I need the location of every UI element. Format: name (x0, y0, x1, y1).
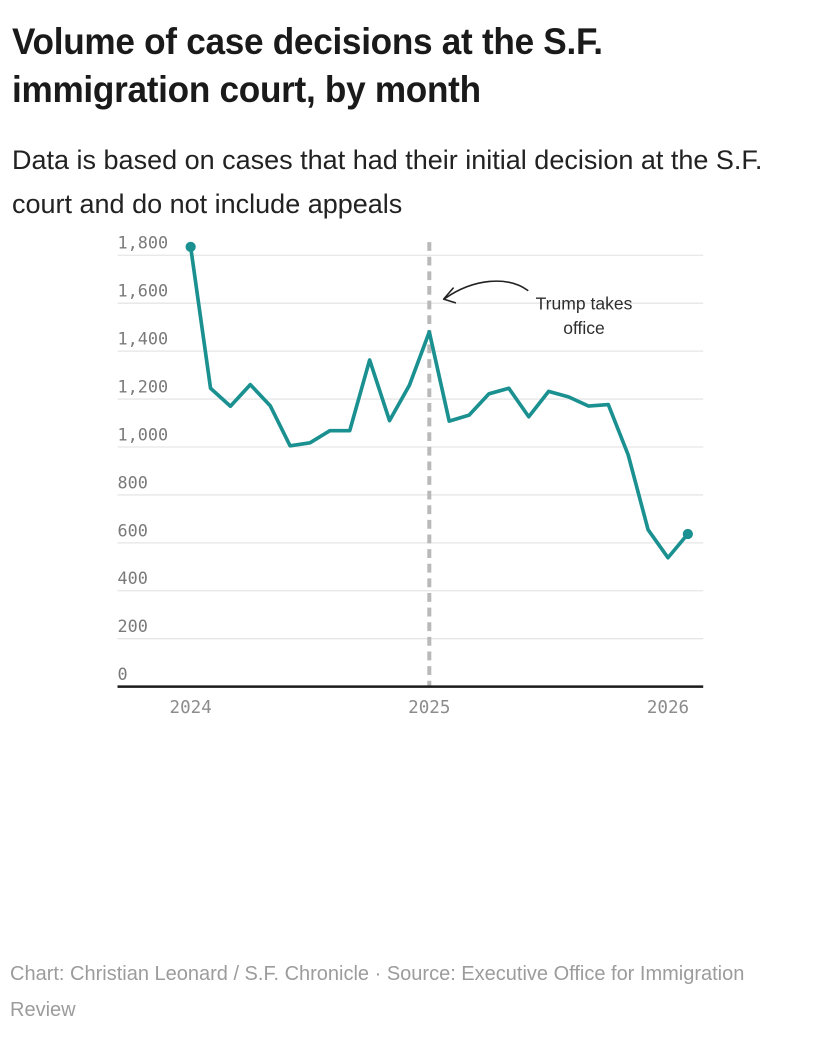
annotation-arrowhead (442, 287, 457, 304)
decisions-line (188, 245, 690, 560)
y-tick-label: 200 (118, 616, 148, 636)
first-point-marker (185, 241, 196, 252)
y-tick-label: 800 (118, 472, 148, 492)
gridlines (117, 254, 704, 640)
last-point-marker (682, 528, 693, 540)
x-tick-label: 2026 (647, 698, 689, 718)
chart-credit: Chart: Christian Leonard / S.F. Chronicl… (10, 963, 745, 1021)
x-tick-label: 2025 (408, 698, 450, 718)
y-axis-labels: 0 200 400 600 800 1,000 1,200 1,400 1,600 1,800 (118, 233, 169, 684)
chart-subtitle: Data is based on cases that had their in… (12, 145, 763, 219)
annotation: Trump takes office (442, 280, 633, 338)
y-tick-label: 400 (118, 568, 148, 588)
y-tick-label: 1,400 (118, 329, 169, 349)
y-tick-label: 1,600 (118, 281, 169, 301)
chart-card: Volume of case decisions at the S.F. imm… (0, 18, 820, 1052)
y-tick-label: 1,800 (118, 233, 169, 253)
chart-title: Volume of case decisions at the S.F. imm… (12, 21, 603, 110)
y-tick-label: 1,200 (118, 376, 169, 396)
annotation-arrow (444, 280, 529, 300)
y-tick-label: 0 (118, 664, 128, 684)
y-tick-label: 600 (118, 520, 148, 540)
x-tick-label: 2024 (170, 698, 212, 718)
line-chart: 0 200 400 600 800 1,000 1,200 1,400 1,600 1,800 2… (117, 233, 704, 718)
y-tick-label: 1,000 (118, 424, 169, 444)
annotation-text-line1: Trump takes (536, 293, 633, 313)
decisions-series (185, 241, 693, 560)
annotation-text-line2: office (563, 318, 605, 338)
x-axis-labels: 2024 2025 2026 (170, 698, 690, 718)
